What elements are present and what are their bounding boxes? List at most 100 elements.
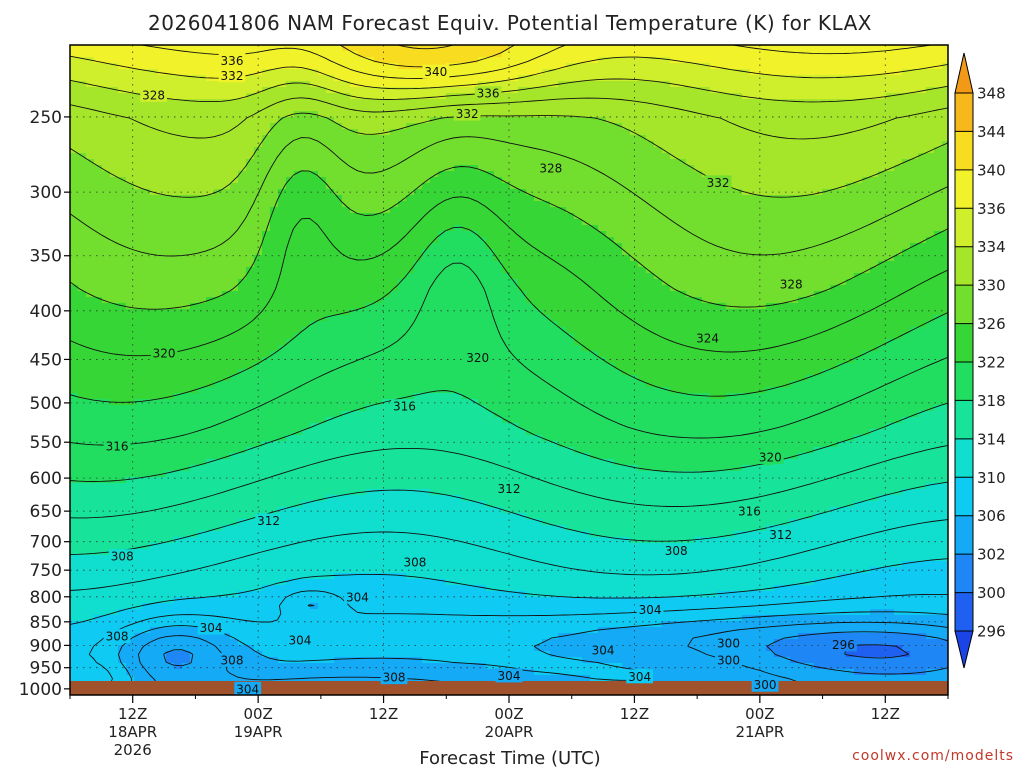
y-tick-label-850: 850 xyxy=(30,613,62,633)
contour-line-316 xyxy=(70,444,948,519)
x-tick-label-78: 12Z xyxy=(871,705,900,723)
x-tick-sublabel-66-0: 21APR xyxy=(735,723,784,741)
contour-label-29: 304 xyxy=(592,643,615,657)
y-tick-label-1000: 1000 xyxy=(19,680,62,700)
contour-label-23: 304 xyxy=(639,603,662,617)
x-tick-label-30: 12Z xyxy=(369,705,398,723)
colorbar-segment-296 xyxy=(955,592,973,632)
colorbar-segment-344 xyxy=(955,93,973,132)
colorbar-segment-300 xyxy=(955,554,973,594)
y-tick-label-700: 700 xyxy=(30,533,62,553)
contour-label-10: 320 xyxy=(153,346,176,360)
contour-label-36: 300 xyxy=(754,678,777,692)
contour-label-1: 332 xyxy=(221,69,244,83)
colorbar-label-302: 302 xyxy=(977,546,1006,564)
grid-lines xyxy=(70,45,948,695)
contour-label-34: 304 xyxy=(628,670,651,684)
colorbar-label-336: 336 xyxy=(977,200,1006,218)
contour-line-320 xyxy=(70,262,948,446)
contour-line-342 xyxy=(397,45,454,50)
x-tick-sublabel-18-0: 19APR xyxy=(234,723,283,741)
contour-line-330 xyxy=(70,112,948,198)
y-tick-label-400: 400 xyxy=(30,302,62,322)
contour-label-31: 296 xyxy=(832,638,855,652)
contour-label-2: 328 xyxy=(142,88,165,102)
y-tick-label-350: 350 xyxy=(30,247,62,267)
contour-label-33: 304 xyxy=(498,669,521,683)
y-tick-label-450: 450 xyxy=(30,350,62,370)
contour-label-7: 332 xyxy=(707,176,730,190)
colorbar-segment-310 xyxy=(955,438,973,478)
contour-line-324 xyxy=(70,196,948,357)
contour-label-3: 340 xyxy=(424,65,447,79)
colorbar-label-310: 310 xyxy=(977,469,1006,487)
y-tick-label-300: 300 xyxy=(30,183,62,203)
y-tick-label-950: 950 xyxy=(30,659,62,679)
contour-line-302 xyxy=(163,631,948,675)
colorbar-segment-334 xyxy=(955,208,973,248)
contour-label-21: 308 xyxy=(665,544,688,558)
contour-line-332 xyxy=(70,97,948,140)
contour-label-12: 316 xyxy=(393,400,416,414)
colorbar-label-344: 344 xyxy=(977,123,1006,141)
contour-line-336 xyxy=(70,55,948,90)
contour-label-19: 308 xyxy=(111,550,134,564)
colorbar-segment-322 xyxy=(955,323,973,363)
x-tick-label-6: 12Z xyxy=(118,705,147,723)
filled-contours xyxy=(70,45,948,695)
contour-label-30: 300 xyxy=(717,653,740,667)
y-tick-label-600: 600 xyxy=(30,469,62,489)
y-tick-label-900: 900 xyxy=(30,636,62,656)
contour-label-8: 328 xyxy=(780,278,803,292)
contour-label-15: 312 xyxy=(498,482,521,496)
contour-label-32: 308 xyxy=(383,671,406,685)
contour-label-13: 320 xyxy=(759,450,782,464)
contour-label-35: 304 xyxy=(236,682,259,696)
colorbar-label-306: 306 xyxy=(977,507,1006,525)
contour-label-20: 308 xyxy=(403,555,426,569)
contour-line-318 xyxy=(70,390,948,482)
colorbar-segment-340 xyxy=(955,131,973,171)
ground-layer xyxy=(70,681,948,695)
contour-label-24: 304 xyxy=(200,621,223,635)
contour-label-25: 308 xyxy=(106,630,129,644)
colorbar-top-arrow xyxy=(954,52,974,94)
y-tick-label-500: 500 xyxy=(30,394,62,414)
colorbar-segment-306 xyxy=(955,477,973,517)
contour-label-28: 300 xyxy=(717,637,740,651)
colorbar-label-318: 318 xyxy=(977,392,1006,410)
x-axis-label: Forecast Time (UTC) xyxy=(419,748,600,768)
y-tick-label-250: 250 xyxy=(30,108,62,128)
x-tick-sublabel-6-0: 18APR xyxy=(108,723,157,741)
colorbar-label-326: 326 xyxy=(977,315,1006,333)
colorbar-bottom-arrow xyxy=(954,630,974,669)
x-tick-label-18: 00Z xyxy=(243,705,272,723)
colorbar-label-334: 334 xyxy=(977,238,1006,256)
contour-label-0: 336 xyxy=(221,54,244,68)
contour-line-312 xyxy=(70,519,948,591)
contour-label-14: 316 xyxy=(106,439,129,453)
contour-label-22: 304 xyxy=(346,590,369,604)
colorbar: 296 300 302 306 310 314 318 322 326 330 334 336 340 3… xyxy=(954,52,1006,669)
x-tick-label-66: 00Z xyxy=(745,705,774,723)
contour-line-308 xyxy=(70,590,948,692)
contour-label-11: 320 xyxy=(466,351,489,365)
colorbar-segment-314 xyxy=(955,400,973,440)
colorbar-label-340: 340 xyxy=(977,161,1006,179)
colorbar-label-300: 300 xyxy=(977,584,1006,602)
contour-label-27: 308 xyxy=(221,653,244,667)
contour-line-310 xyxy=(70,558,948,625)
contour-label-5: 332 xyxy=(456,107,479,121)
x-tick-label-42: 00Z xyxy=(494,705,523,723)
contour-label-9: 324 xyxy=(696,331,719,345)
x-tick-sublabel-6-1: 2026 xyxy=(114,741,152,759)
contour-line-306 xyxy=(117,604,948,695)
y-tick-label-800: 800 xyxy=(30,588,62,608)
y-tick-label-550: 550 xyxy=(30,433,62,453)
colorbar-segment-336 xyxy=(955,169,973,209)
contour-label-17: 312 xyxy=(257,514,280,528)
contour-label-16: 316 xyxy=(738,505,761,519)
